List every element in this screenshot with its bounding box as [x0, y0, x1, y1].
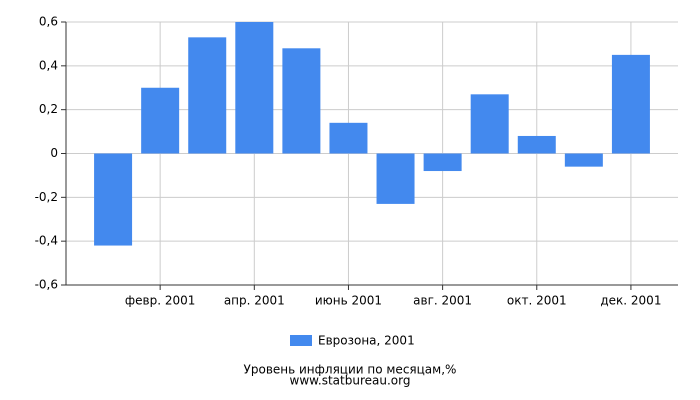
y-tick-label: -0,4 — [35, 234, 58, 248]
bar — [188, 37, 227, 154]
y-tick-label: -0,6 — [35, 278, 58, 292]
y-tick-label: 0,6 — [39, 15, 58, 29]
bar — [517, 135, 556, 154]
y-tick-label: 0,4 — [39, 58, 58, 72]
bar — [141, 87, 180, 154]
x-tick-label: окт. 2001 — [507, 294, 567, 308]
legend-label: Еврозона, 2001 — [318, 334, 415, 348]
x-tick-label: февр. 2001 — [125, 294, 196, 308]
bar — [94, 153, 133, 246]
y-tick-label: 0 — [50, 146, 58, 160]
bar — [235, 22, 274, 154]
bar — [376, 153, 415, 204]
x-tick-label: апр. 2001 — [224, 294, 285, 308]
y-tick-label: -0,2 — [35, 190, 58, 204]
bar — [329, 122, 368, 154]
bar — [423, 153, 462, 172]
bar — [564, 153, 603, 167]
bar — [282, 48, 321, 154]
x-tick-label: дек. 2001 — [600, 294, 661, 308]
footer-text: Уровень инфляции по месяцам,% — [244, 363, 457, 377]
footer-text: www.statbureau.org — [290, 374, 411, 388]
legend-swatch — [290, 335, 312, 346]
x-tick-label: авг. 2001 — [413, 294, 472, 308]
bar — [470, 94, 509, 154]
y-tick-label: 0,2 — [39, 102, 58, 116]
x-tick-label: июнь 2001 — [315, 294, 382, 308]
bar — [611, 54, 650, 154]
